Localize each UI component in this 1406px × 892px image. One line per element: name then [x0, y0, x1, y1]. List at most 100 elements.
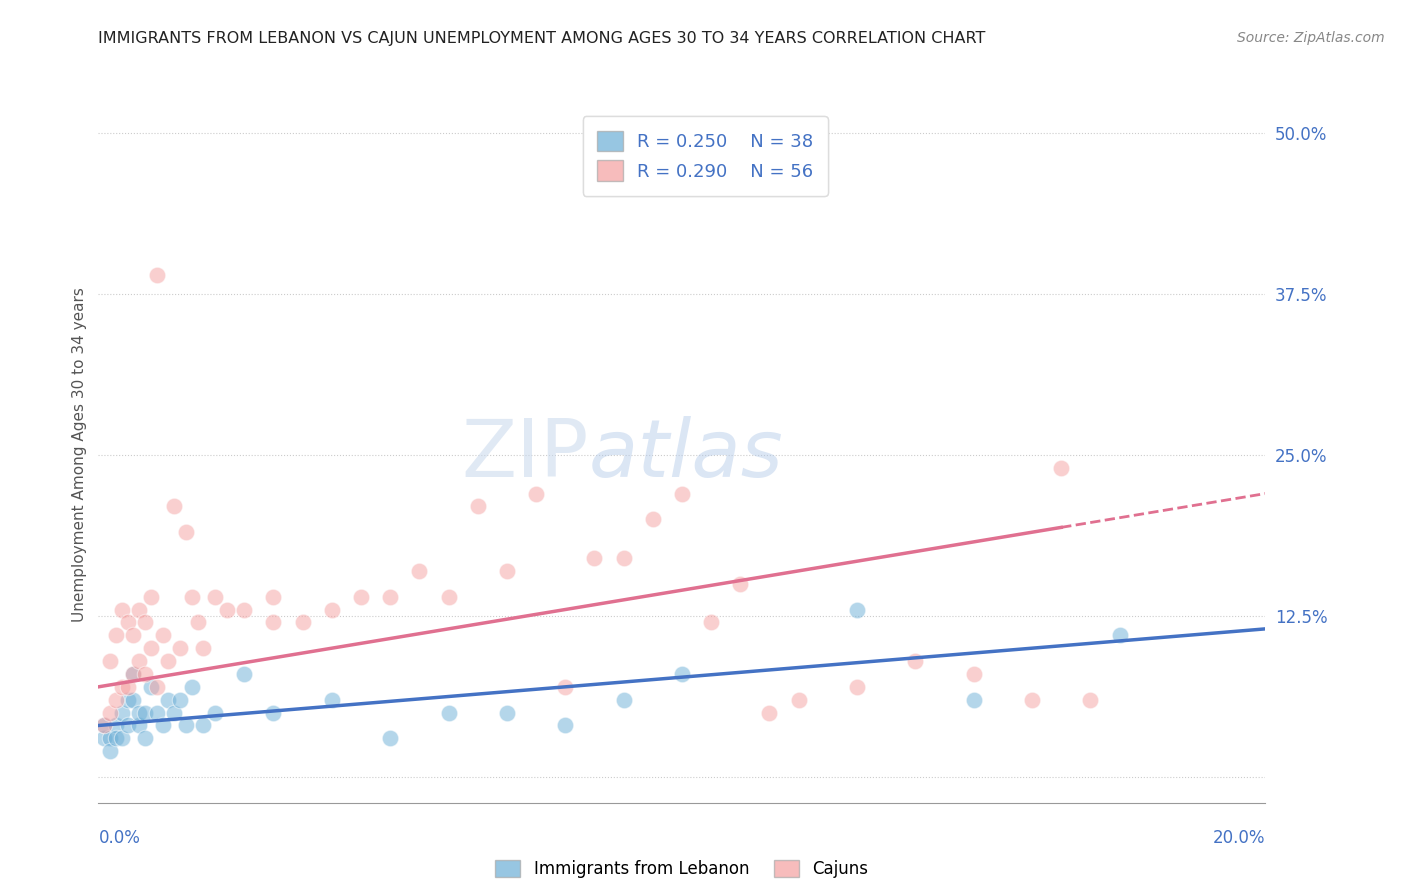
Point — [128, 654, 150, 668]
Point — [1080, 692, 1102, 706]
Point — [215, 602, 238, 616]
Point — [98, 731, 121, 746]
Text: ZIP: ZIP — [461, 416, 589, 494]
Point — [139, 680, 162, 694]
Point — [787, 692, 810, 706]
Point — [233, 667, 256, 681]
Point — [111, 680, 134, 694]
Point — [554, 680, 576, 694]
Point — [174, 525, 197, 540]
Point — [1108, 628, 1130, 642]
Point — [157, 654, 180, 668]
Point — [437, 706, 460, 720]
Point — [174, 718, 197, 732]
Point — [139, 641, 162, 656]
Point — [180, 680, 202, 694]
Point — [437, 590, 460, 604]
Point — [163, 706, 186, 720]
Point — [962, 692, 984, 706]
Text: 0.0%: 0.0% — [98, 829, 141, 847]
Point — [122, 692, 145, 706]
Point — [180, 590, 202, 604]
Point — [1050, 460, 1073, 475]
Point — [233, 602, 256, 616]
Point — [904, 654, 927, 668]
Point — [122, 667, 145, 681]
Text: 20.0%: 20.0% — [1213, 829, 1265, 847]
Point — [378, 731, 402, 746]
Point — [845, 602, 868, 616]
Point — [641, 512, 664, 526]
Point — [152, 628, 174, 642]
Point — [187, 615, 209, 630]
Point — [204, 590, 226, 604]
Point — [134, 731, 156, 746]
Point — [117, 718, 139, 732]
Point — [291, 615, 314, 630]
Point — [93, 731, 115, 746]
Point — [128, 706, 150, 720]
Point — [157, 692, 180, 706]
Point — [583, 551, 606, 566]
Text: atlas: atlas — [589, 416, 783, 494]
Point — [134, 667, 156, 681]
Point — [134, 706, 156, 720]
Point — [104, 731, 127, 746]
Point — [146, 268, 169, 282]
Point — [378, 590, 402, 604]
Point — [671, 486, 693, 500]
Point — [612, 692, 634, 706]
Point — [204, 706, 226, 720]
Point — [728, 576, 751, 591]
Point — [111, 731, 134, 746]
Point — [262, 706, 284, 720]
Point — [111, 602, 134, 616]
Point — [845, 680, 868, 694]
Point — [104, 692, 127, 706]
Point — [146, 706, 169, 720]
Point — [408, 564, 430, 578]
Point — [104, 718, 127, 732]
Point — [117, 680, 139, 694]
Point — [98, 706, 121, 720]
Point — [169, 641, 191, 656]
Point — [93, 718, 115, 732]
Legend: R = 0.250    N = 38, R = 0.290    N = 56: R = 0.250 N = 38, R = 0.290 N = 56 — [583, 116, 828, 195]
Point — [262, 615, 284, 630]
Point — [321, 602, 343, 616]
Point — [495, 564, 517, 578]
Point — [98, 744, 121, 758]
Point — [962, 667, 984, 681]
Point — [1021, 692, 1043, 706]
Point — [612, 551, 634, 566]
Point — [128, 602, 150, 616]
Point — [139, 590, 162, 604]
Point — [262, 590, 284, 604]
Point — [128, 718, 150, 732]
Point — [467, 500, 489, 514]
Text: IMMIGRANTS FROM LEBANON VS CAJUN UNEMPLOYMENT AMONG AGES 30 TO 34 YEARS CORRELAT: IMMIGRANTS FROM LEBANON VS CAJUN UNEMPLO… — [98, 31, 986, 46]
Point — [152, 718, 174, 732]
Point — [495, 706, 517, 720]
Point — [193, 641, 215, 656]
Point — [146, 680, 169, 694]
Point — [111, 706, 134, 720]
Point — [350, 590, 373, 604]
Point — [169, 692, 191, 706]
Point — [163, 500, 186, 514]
Point — [117, 615, 139, 630]
Point — [104, 628, 127, 642]
Point — [117, 692, 139, 706]
Point — [93, 718, 115, 732]
Point — [321, 692, 343, 706]
Point — [134, 615, 156, 630]
Point — [193, 718, 215, 732]
Point — [554, 718, 576, 732]
Text: Source: ZipAtlas.com: Source: ZipAtlas.com — [1237, 31, 1385, 45]
Point — [524, 486, 547, 500]
Point — [758, 706, 780, 720]
Y-axis label: Unemployment Among Ages 30 to 34 years: Unemployment Among Ages 30 to 34 years — [72, 287, 87, 623]
Point — [122, 667, 145, 681]
Point — [98, 654, 121, 668]
Point — [122, 628, 145, 642]
